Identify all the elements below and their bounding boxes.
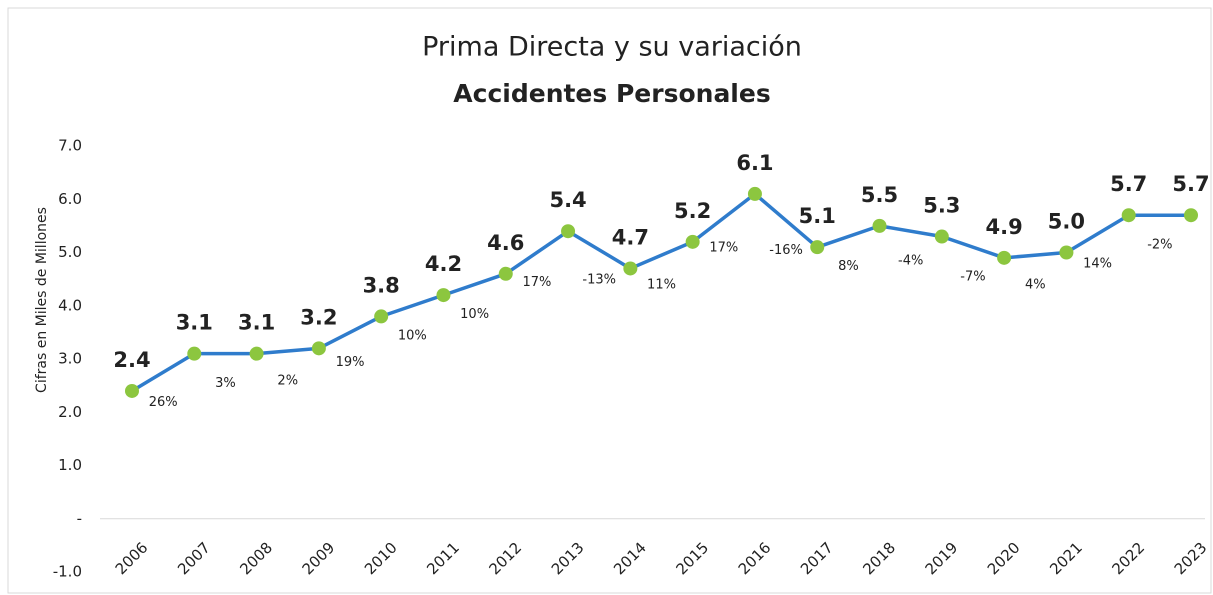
data-label: 5.2	[674, 199, 711, 223]
x-tick-label: 2009	[299, 539, 339, 579]
y-tick-label: 6.0	[58, 190, 82, 208]
data-label: 5.1	[799, 204, 836, 228]
data-label: 4.6	[487, 231, 524, 255]
variation-label: -7%	[960, 270, 985, 285]
data-label: 6.1	[736, 151, 773, 175]
y-axis-title: Cifras en Miles de Millones	[34, 207, 50, 393]
variation-label: 17%	[709, 240, 738, 255]
x-tick-label: 2020	[984, 539, 1024, 579]
data-label: 3.1	[176, 311, 213, 335]
variation-label: 10%	[398, 328, 427, 343]
x-tick-label: 2015	[672, 539, 712, 579]
data-label: 4.2	[425, 252, 462, 276]
data-label: 2.4	[113, 348, 150, 372]
variation-label: -13%	[582, 272, 616, 287]
chart-subtitle: Accidentes Personales	[453, 79, 770, 108]
data-label: 5.5	[861, 183, 898, 207]
data-label: 5.3	[923, 194, 960, 218]
x-tick-label: 2007	[174, 539, 214, 579]
x-tick-label: 2011	[423, 539, 463, 579]
point-marker	[498, 266, 513, 281]
y-tick-label: 4.0	[58, 296, 82, 314]
point-marker	[685, 234, 700, 249]
point-marker	[747, 186, 762, 201]
chart-frame	[7, 7, 1212, 594]
variation-label: 19%	[336, 355, 365, 370]
point-marker	[1121, 208, 1136, 223]
x-tick-label: 2014	[610, 539, 650, 579]
variation-label: 14%	[1083, 256, 1112, 271]
x-tick-label: 2019	[922, 539, 962, 579]
variation-label: 2%	[277, 374, 298, 389]
x-tick-label: 2022	[1108, 539, 1148, 579]
point-marker	[934, 229, 949, 244]
data-label: 3.1	[238, 311, 275, 335]
data-label: 5.7	[1172, 172, 1209, 196]
x-tick-label: 2006	[112, 539, 152, 579]
y-tick-label: -1.0	[53, 563, 82, 581]
y-tick-label: 3.0	[58, 350, 82, 368]
variation-label: 11%	[647, 278, 676, 293]
point-marker	[810, 240, 825, 255]
variation-label: -2%	[1147, 238, 1172, 253]
data-label: 5.0	[1048, 210, 1085, 234]
variation-label: -16%	[769, 243, 803, 258]
data-label: 5.4	[549, 188, 586, 212]
data-label: 5.7	[1110, 172, 1147, 196]
x-tick-label: 2016	[735, 539, 775, 579]
x-tick-label: 2018	[859, 539, 899, 579]
point-marker	[436, 288, 451, 303]
y-tick-label: 7.0	[58, 137, 82, 155]
point-marker	[872, 218, 887, 233]
x-tick-label: 2010	[361, 539, 401, 579]
point-marker	[249, 346, 264, 361]
variation-label: 3%	[215, 376, 236, 391]
data-label: 3.8	[363, 273, 400, 297]
data-label: 4.7	[612, 225, 649, 249]
y-tick-label: 2.0	[58, 403, 82, 421]
variation-label: 17%	[522, 275, 551, 290]
chart-title: Prima Directa y su variación	[422, 32, 802, 63]
y-tick-label: 5.0	[58, 243, 82, 261]
data-label: 3.2	[300, 305, 337, 329]
y-tick-label: 1.0	[58, 456, 82, 474]
point-marker	[1059, 245, 1074, 260]
x-tick-label: 2012	[486, 539, 526, 579]
point-marker	[997, 250, 1012, 265]
variation-label: 10%	[460, 307, 489, 322]
x-tick-label: 2023	[1171, 539, 1211, 579]
point-marker	[311, 341, 326, 356]
point-marker	[374, 309, 389, 324]
variation-label: -4%	[898, 254, 923, 269]
point-marker	[125, 383, 139, 398]
variation-label: 4%	[1025, 278, 1046, 293]
x-tick-label: 2013	[548, 539, 588, 579]
series-line	[131, 192, 1191, 393]
variation-label: 26%	[149, 395, 178, 410]
data-label: 4.9	[986, 215, 1023, 239]
variation-label: 8%	[838, 259, 859, 274]
x-tick-label: 2008	[236, 539, 276, 579]
point-marker	[623, 261, 638, 276]
x-tick-label: 2021	[1046, 539, 1086, 579]
point-marker	[561, 224, 576, 239]
point-marker	[1184, 208, 1198, 223]
x-tick-label: 2017	[797, 539, 837, 579]
y-tick-label: -	[77, 509, 82, 527]
point-marker	[187, 346, 202, 361]
